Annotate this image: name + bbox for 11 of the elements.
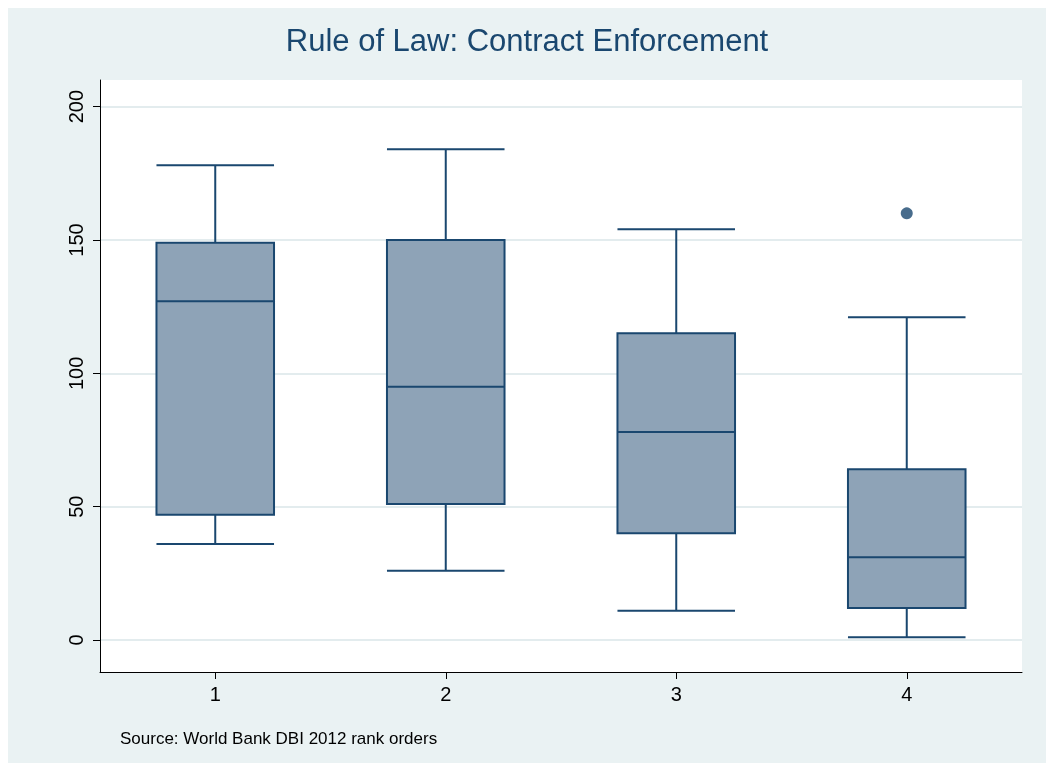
y-tick-label: 50: [65, 495, 87, 518]
chart-title: Rule of Law: Contract Enforcement: [285, 23, 769, 58]
y-tick-label: 0: [65, 634, 87, 646]
x-tick-label: 2: [440, 683, 452, 705]
y-tick-label: 100: [65, 356, 87, 391]
x-tick-label: 3: [670, 683, 682, 705]
y-tick-label: 200: [65, 89, 87, 124]
source-note: Source: World Bank DBI 2012 rank orders: [120, 729, 438, 748]
y-tick-label: 150: [65, 223, 87, 257]
x-tick-label: 4: [901, 683, 913, 705]
x-tick-label: 1: [209, 683, 221, 705]
